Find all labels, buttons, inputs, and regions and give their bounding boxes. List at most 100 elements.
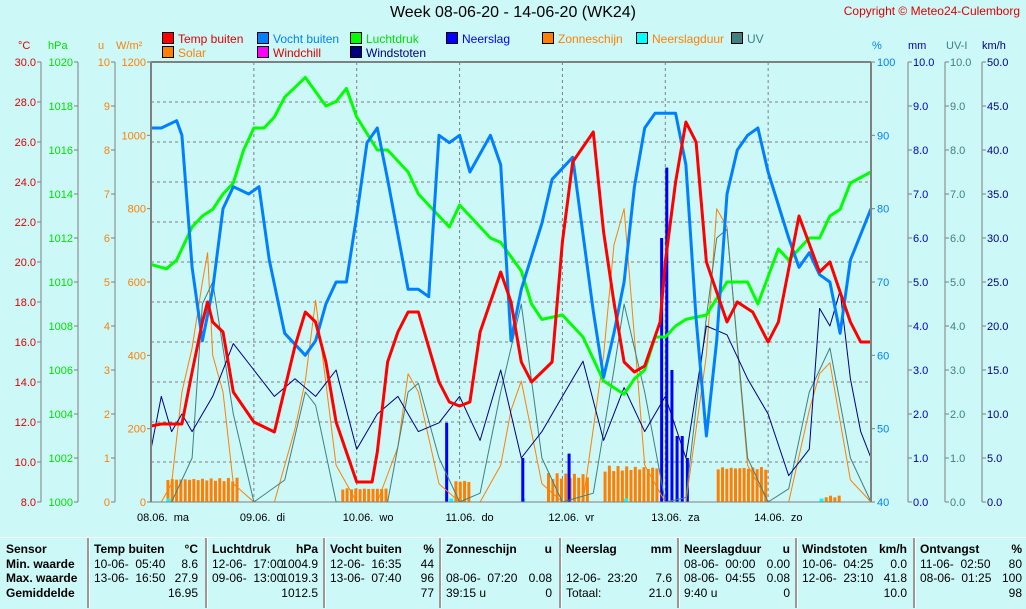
humidity-tick-label: 50 <box>877 424 889 436</box>
stats-value: 1019.3 <box>281 571 318 585</box>
legend-label: Windstoten <box>366 46 427 60</box>
sunshine-bar <box>358 489 362 502</box>
uv-tick-label: 6.0 <box>950 233 965 245</box>
sunshine-bar <box>603 471 607 502</box>
sunshine-bar <box>458 481 462 502</box>
wind-tick-label: 20.0 <box>987 321 1008 333</box>
rain-bar <box>660 238 664 502</box>
sunshine-bar <box>380 489 384 502</box>
stats-label: 12-06- 16:35 <box>330 556 402 571</box>
rain-duration-bar <box>819 498 824 502</box>
wind-tick-label: 35.0 <box>987 189 1008 201</box>
legend-swatch <box>542 32 554 44</box>
sunshine-bar <box>755 469 759 502</box>
sunshine-bar <box>607 465 611 502</box>
sunshine-bar <box>341 489 345 502</box>
sunshine-bar <box>742 467 746 502</box>
stats-value: 8.6 <box>181 556 198 571</box>
pressure-tick-label: 1010 <box>49 277 73 289</box>
solar-tick-label: 1000 <box>122 130 146 142</box>
rain-tick-label: 10.0 <box>913 57 934 69</box>
temperature-line <box>150 120 871 484</box>
sunshine-bar <box>746 468 750 502</box>
stats-value: 98 <box>1008 585 1022 600</box>
sunshine-tick-label: 3 <box>104 365 110 377</box>
temp-tick-label: 22.0 <box>15 217 36 229</box>
uv-tick-label: 7.0 <box>950 189 965 201</box>
stats-value: 44 <box>420 556 434 571</box>
pressure-tick-label: 1014 <box>49 189 73 201</box>
legend-item: Vocht buiten <box>257 32 339 46</box>
sunshine-tick-label: 5 <box>104 277 110 289</box>
legend-swatch <box>731 32 743 44</box>
uv-tick-label: 0.0 <box>950 497 965 509</box>
column-separator <box>559 538 562 608</box>
sunshine-bar <box>345 488 349 502</box>
stats-unit: hPa <box>295 542 318 556</box>
wind-tick-label: 15.0 <box>987 365 1008 377</box>
humidity-tick-label: 70 <box>877 277 889 289</box>
stats-label: Min. waarde <box>6 556 75 571</box>
stats-row <box>446 557 552 572</box>
stats-unit: u <box>782 542 790 556</box>
wind-tick-label: 30.0 <box>987 233 1008 245</box>
stats-row: 08-06- 00:00 0.00 <box>684 557 790 572</box>
sunshine-bar <box>354 488 358 502</box>
column-separator <box>323 538 326 608</box>
stats-value: 96 <box>420 571 434 585</box>
sunshine-bar <box>384 488 388 502</box>
rain-duration-bar <box>166 498 171 502</box>
solar-tick-label: 200 <box>128 424 146 436</box>
wind-tick-label: 5.0 <box>987 453 1002 465</box>
rain-tick-label: 3.0 <box>913 365 928 377</box>
rain-tick-label: 4.0 <box>913 321 928 333</box>
sunshine-bar <box>721 467 725 502</box>
stats-row: 12-06- 23:10 41.8 <box>802 571 907 586</box>
sunshine-bar <box>213 480 217 502</box>
sunshine-tick-label: 9 <box>104 101 110 113</box>
temp-tick-label: 18.0 <box>15 297 36 309</box>
sunshine-bar <box>231 481 235 502</box>
uv-tick-label: 2.0 <box>950 409 965 421</box>
legend-label: Vocht buiten <box>273 32 340 46</box>
stats-header: Ontvangst <box>920 542 980 556</box>
legend-item: Windstoten <box>350 46 426 60</box>
stats-row: 9:40 u 0 <box>684 586 790 601</box>
sunshine-bar <box>371 488 375 502</box>
humidity-tick-label: 80 <box>877 204 889 216</box>
legend-label: Neerslagduur <box>652 32 725 46</box>
sunshine-bar <box>564 473 568 502</box>
stats-unit: km/h <box>878 542 907 556</box>
stats-unit: % <box>1011 542 1022 556</box>
sunshine-bar <box>226 477 230 502</box>
stats-value: 0 <box>783 585 790 600</box>
legend-item: Zonneschijn <box>542 32 623 46</box>
temp-tick-label: 26.0 <box>15 137 36 149</box>
sunshine-bar <box>196 480 200 502</box>
sunshine-bar <box>829 495 833 502</box>
rain-bar <box>680 436 684 502</box>
pressure-tick-label: 1008 <box>49 321 73 333</box>
stats-row <box>566 557 672 572</box>
sunshine-bar <box>759 467 763 502</box>
legend-label: UV <box>747 32 764 46</box>
stats-value: 16.95 <box>167 585 198 600</box>
sunshine-tick-label: 2 <box>104 409 110 421</box>
stats-header: Vocht buiten <box>330 542 402 556</box>
stats-header: Zonneschijn <box>446 542 517 556</box>
stats-row: 08-06- 07:20 0.08 <box>446 571 552 586</box>
sunshine-bar <box>764 469 768 502</box>
stats-value: 0.08 <box>766 571 790 585</box>
wind-tick-label: 25.0 <box>987 277 1008 289</box>
stats-value: 1004.9 <box>281 556 318 571</box>
uv-tick-label: 4.0 <box>950 321 965 333</box>
legend-swatch <box>257 32 269 44</box>
uv-line <box>151 228 872 503</box>
temp-tick-label: 28.0 <box>15 97 36 109</box>
sunshine-bar <box>581 474 585 502</box>
column-separator <box>795 538 798 608</box>
sunshine-bar <box>751 467 755 502</box>
solar-tick-label: 400 <box>128 350 146 362</box>
sunshine-bar <box>585 477 589 502</box>
solar-tick-label: 1200 <box>122 57 146 69</box>
